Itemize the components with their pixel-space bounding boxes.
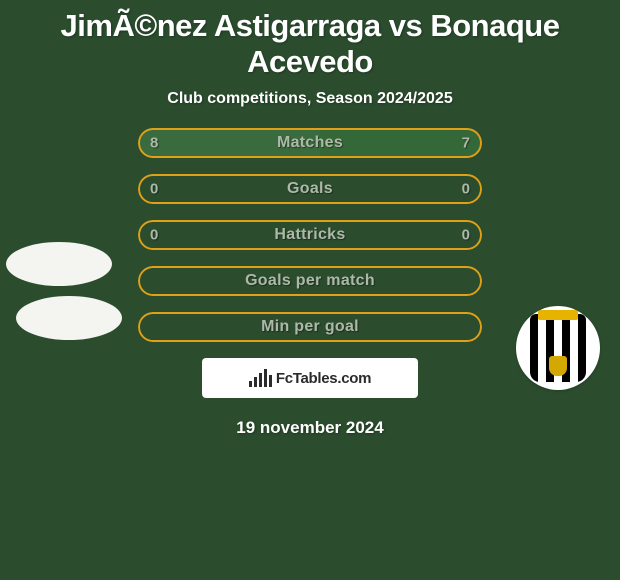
team-logo-shield <box>549 356 567 376</box>
stat-value-left: 0 <box>150 227 158 244</box>
team-logo-label: MERIDA <box>530 306 586 307</box>
stat-value-right: 0 <box>462 227 470 244</box>
stat-row-goals: Goals0 0 <box>138 174 482 204</box>
stat-row-hattricks: Hattricks0 0 <box>138 220 482 250</box>
stat-label: Goals per match <box>138 272 482 290</box>
player-avatar-left-1 <box>6 242 112 286</box>
team-logo-stripes <box>530 314 586 382</box>
subtitle: Club competitions, Season 2024/2025 <box>0 90 620 108</box>
stat-value-right: 7 <box>462 135 470 152</box>
footer-brand-text: FcTables.com <box>276 370 371 387</box>
stat-row-matches: Matches8 7 <box>138 128 482 158</box>
stat-value-left: 8 <box>150 135 158 152</box>
team-logo-crown <box>538 310 578 320</box>
stat-label: Hattricks <box>138 226 482 244</box>
player-avatar-left-2 <box>16 296 122 340</box>
team-logo-right: MERIDA <box>516 306 600 390</box>
stat-value-left: 0 <box>150 181 158 198</box>
fctables-icon <box>249 369 272 387</box>
date-label: 19 november 2024 <box>0 418 620 438</box>
page-title: JimÃ©nez Astigarraga vs Bonaque Acevedo <box>0 0 620 84</box>
stat-row-goals-per-match: Goals per match <box>138 266 482 296</box>
stat-label: Goals <box>138 180 482 198</box>
footer-branding: FcTables.com <box>202 358 418 398</box>
stat-label: Matches <box>138 134 482 152</box>
stat-row-min-per-goal: Min per goal <box>138 312 482 342</box>
stat-label: Min per goal <box>138 318 482 336</box>
stats-container: MERIDA Matches87Goals00Hattricks00Goals … <box>0 128 620 342</box>
stat-value-right: 0 <box>462 181 470 198</box>
